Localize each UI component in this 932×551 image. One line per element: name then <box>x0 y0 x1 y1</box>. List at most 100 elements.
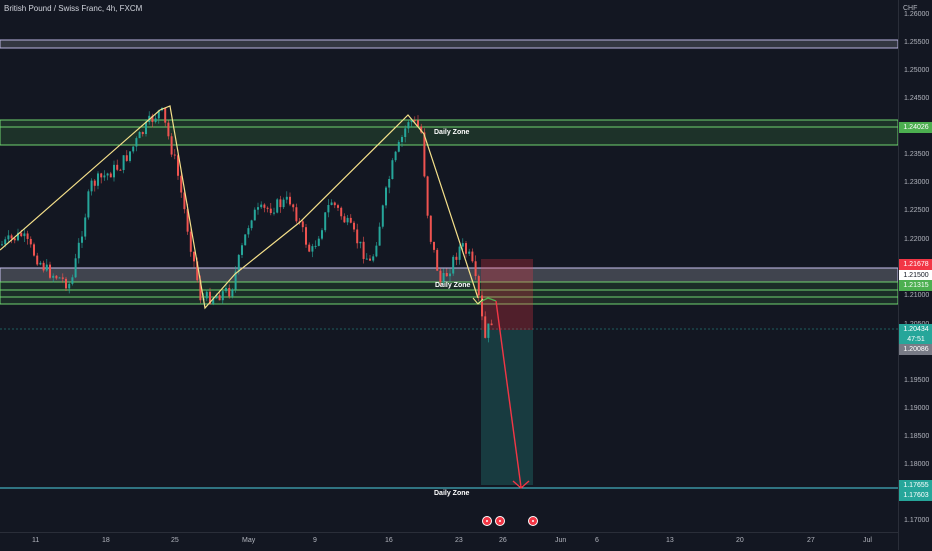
candle-body <box>129 151 131 161</box>
candle-body <box>331 202 333 205</box>
candle-body <box>126 155 128 161</box>
chart-pane[interactable]: British Pound / Swiss Franc, 4h, FXCM Da… <box>0 0 898 532</box>
candle-body <box>356 229 358 243</box>
economic-event-icon[interactable] <box>528 516 538 526</box>
price-tick-label: 1.22500 <box>904 207 929 214</box>
candle-body <box>327 205 329 212</box>
candle-body <box>449 274 451 277</box>
candle-body <box>84 217 86 236</box>
time-tick-label: May <box>242 537 255 544</box>
candle-body <box>379 227 381 246</box>
candle-body <box>401 137 403 142</box>
candle-body <box>340 208 342 216</box>
candle-body <box>455 257 457 260</box>
daily-zone-label-lower: Daily Zone <box>434 490 469 497</box>
candle-body <box>180 176 182 193</box>
candle-body <box>139 132 141 138</box>
candle-body <box>478 276 480 295</box>
candle-body <box>439 271 441 282</box>
price-axis[interactable]: CHF 1.260001.255001.250001.245001.240001… <box>898 0 932 550</box>
candle-body <box>43 263 45 271</box>
candle-body <box>487 324 489 338</box>
candle-body <box>231 289 233 296</box>
candle-body <box>353 223 355 230</box>
candle-body <box>404 128 406 137</box>
candle-body <box>75 258 77 277</box>
candle-body <box>23 233 25 236</box>
candle-body <box>308 245 310 252</box>
take-profit-box[interactable] <box>481 330 533 485</box>
candle-body <box>33 244 35 255</box>
candle-body <box>395 152 397 160</box>
candle-body <box>433 242 435 250</box>
candle-body <box>375 246 377 257</box>
candle-body <box>62 277 64 278</box>
candle-body <box>321 230 323 238</box>
candle-body <box>27 233 29 238</box>
candle-body <box>388 179 390 188</box>
candle-body <box>430 216 432 242</box>
price-tick-label: 1.23500 <box>904 151 929 158</box>
price-tick-label: 1.25000 <box>904 67 929 74</box>
candle-body <box>372 256 374 260</box>
candle-body <box>337 205 339 208</box>
candle-body <box>295 207 297 221</box>
candle-body <box>366 259 368 260</box>
candle-body <box>78 243 80 259</box>
candle-body <box>55 276 57 279</box>
candle-body <box>142 132 144 134</box>
candle-body <box>100 173 102 177</box>
candle-body <box>305 227 307 244</box>
candle-body <box>36 256 38 265</box>
candle-body <box>427 176 429 215</box>
candle-body <box>385 188 387 206</box>
candle-body <box>452 257 454 274</box>
candle-body <box>241 245 243 255</box>
candle-body <box>263 205 265 208</box>
economic-event-icon[interactable] <box>495 516 505 526</box>
candle-body <box>39 263 41 265</box>
candle-body <box>193 252 195 262</box>
candle-body <box>238 255 240 272</box>
candle-body <box>206 292 208 299</box>
candle-body <box>254 210 256 221</box>
price-tick-label: 1.18000 <box>904 461 929 468</box>
candle-body <box>414 120 416 121</box>
candle-body <box>103 175 105 177</box>
candle-body <box>49 265 51 278</box>
candle-body <box>68 284 70 289</box>
candle-body <box>475 261 477 276</box>
price-tick-label: 1.25500 <box>904 39 929 46</box>
candle-body <box>343 216 345 222</box>
candle-body <box>302 221 304 227</box>
candle-body <box>81 237 83 243</box>
candle-body <box>363 242 365 259</box>
candle-body <box>315 246 317 247</box>
candle-body <box>65 279 67 289</box>
candle-body <box>52 276 54 278</box>
resistance-zone-top[interactable] <box>0 40 898 48</box>
candle-body <box>116 165 118 170</box>
price-tick-label: 1.22000 <box>904 236 929 243</box>
candle-body <box>110 174 112 178</box>
daily-zone-label-middle: Daily Zone <box>435 282 470 289</box>
candle-body <box>443 273 445 282</box>
candle-body <box>190 232 192 252</box>
candle-body <box>462 243 464 247</box>
candle-body <box>267 208 269 209</box>
candle-body <box>113 165 115 178</box>
chart-canvas[interactable] <box>0 0 898 532</box>
price-tag: 1.17603 <box>899 490 932 501</box>
candle-body <box>30 239 32 244</box>
price-tick-label: 1.19000 <box>904 405 929 412</box>
candle-body <box>222 291 224 300</box>
candle-body <box>446 273 448 276</box>
candle-body <box>273 213 275 214</box>
stop-loss-box[interactable] <box>481 259 533 330</box>
candle-body <box>155 118 157 122</box>
time-tick-label: 9 <box>313 537 317 544</box>
candle-body <box>279 199 281 207</box>
economic-event-icon[interactable] <box>482 516 492 526</box>
candle-body <box>46 265 48 271</box>
time-axis[interactable]: 11 18 25 May 9 16 23 26 Jun 6 13 20 27 Jul <box>0 532 898 551</box>
